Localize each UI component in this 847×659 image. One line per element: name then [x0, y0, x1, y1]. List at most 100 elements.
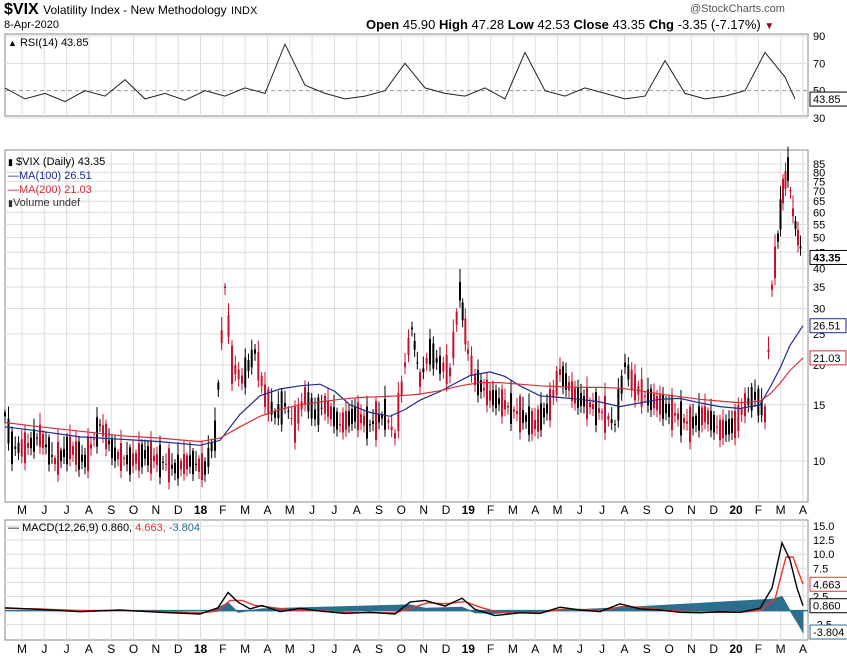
price-body [601, 411, 603, 414]
price-body [69, 436, 71, 460]
price-body [342, 412, 344, 433]
macd-x-label: O [397, 642, 406, 656]
price-x-label: A [620, 503, 628, 517]
price-body [7, 418, 10, 444]
macd-x-label: 18 [194, 642, 208, 656]
price-body [270, 401, 273, 415]
price-body [168, 448, 170, 483]
price-body [671, 394, 673, 431]
price-body [120, 443, 122, 471]
price-body [117, 451, 119, 460]
price-body [583, 396, 585, 407]
price-body [459, 282, 461, 301]
price-body [156, 454, 158, 466]
ma200-line [4, 357, 804, 443]
macd-last-box [809, 598, 847, 614]
price-body [36, 437, 38, 439]
ma100-line-icon: — [8, 170, 19, 182]
price-body [324, 395, 326, 414]
macd-x-label: M [240, 642, 250, 656]
price-legend: ▮ $VIX (Daily) 43.35 [8, 156, 106, 168]
price-body [559, 368, 561, 375]
price-body [174, 462, 176, 474]
price-body [39, 424, 41, 447]
price-body [607, 416, 610, 420]
price-body [45, 444, 47, 448]
price-x-label: M [285, 503, 295, 517]
price-body [782, 178, 784, 204]
price-body [513, 409, 515, 412]
price-x-label: 19 [462, 503, 476, 517]
price-body [214, 420, 216, 451]
price-body [14, 446, 17, 449]
macd-signal-last-box [809, 576, 847, 592]
macd-tick-label: 12.5 [813, 535, 834, 547]
price-body [419, 372, 421, 387]
price-body [144, 450, 146, 459]
rsi-last-value: 43.85 [813, 94, 841, 106]
open-value: 45.90 [402, 17, 436, 32]
macd-x-label: 19 [462, 642, 476, 656]
price-body [102, 425, 104, 436]
price-body [201, 453, 203, 481]
price-tick-label: 75 [813, 176, 825, 188]
macd-x-label: S [107, 642, 115, 656]
price-body [277, 404, 280, 419]
price-body [546, 403, 548, 414]
price-body [354, 407, 356, 422]
price-body [528, 406, 530, 435]
price-body [501, 389, 503, 417]
security-name: Volatility Index - New Methodology [43, 3, 227, 17]
price-body [366, 406, 368, 439]
change-value: -3.35 (-7.17%) [677, 17, 761, 32]
price-body [610, 419, 613, 424]
macd-x-label: J [41, 642, 47, 656]
price-body [767, 349, 770, 352]
price-body [129, 447, 131, 475]
price-tick-label: 50 [813, 233, 825, 245]
price-body [280, 391, 283, 425]
price-body [754, 391, 756, 400]
price-body [695, 415, 697, 426]
price-body [452, 331, 455, 359]
price-body [689, 406, 691, 443]
price-tick-label: 15 [813, 400, 825, 412]
price-body [384, 398, 386, 430]
macd-x-label: A [799, 642, 807, 656]
price-body [339, 423, 341, 426]
price-body [674, 413, 676, 416]
macd-x-label: S [375, 642, 383, 656]
price-body [464, 318, 467, 345]
macd-last-value: 0.860 [813, 601, 841, 613]
ma100-last-box [809, 318, 847, 334]
rsi-last-value-box [809, 91, 847, 107]
macd-x-label: D [174, 642, 183, 656]
price-body [84, 454, 86, 468]
price-body [360, 413, 362, 424]
price-x-label: F [487, 503, 494, 517]
price-body [234, 365, 237, 375]
price-body [764, 406, 766, 423]
ma100-last-value: 26.51 [813, 321, 841, 333]
price-tick-label: 35 [813, 282, 825, 294]
price-body [57, 441, 59, 475]
price-body [257, 352, 260, 381]
price-body [486, 379, 488, 406]
price-x-label: A [85, 503, 93, 517]
price-x-label: S [643, 503, 651, 517]
macd-x-label: F [487, 642, 494, 656]
price-body [210, 441, 213, 452]
price-body [207, 447, 210, 467]
price-body [287, 410, 290, 412]
price-x-label: A [263, 503, 271, 517]
price-body [78, 441, 80, 470]
price-x-label: J [331, 503, 337, 517]
price-body [363, 415, 365, 426]
price-body [369, 424, 371, 426]
price-body [189, 455, 191, 467]
price-body [716, 426, 718, 428]
price-body [231, 345, 233, 384]
price-body [701, 407, 703, 426]
price-body [644, 395, 646, 397]
price-body [60, 450, 62, 462]
